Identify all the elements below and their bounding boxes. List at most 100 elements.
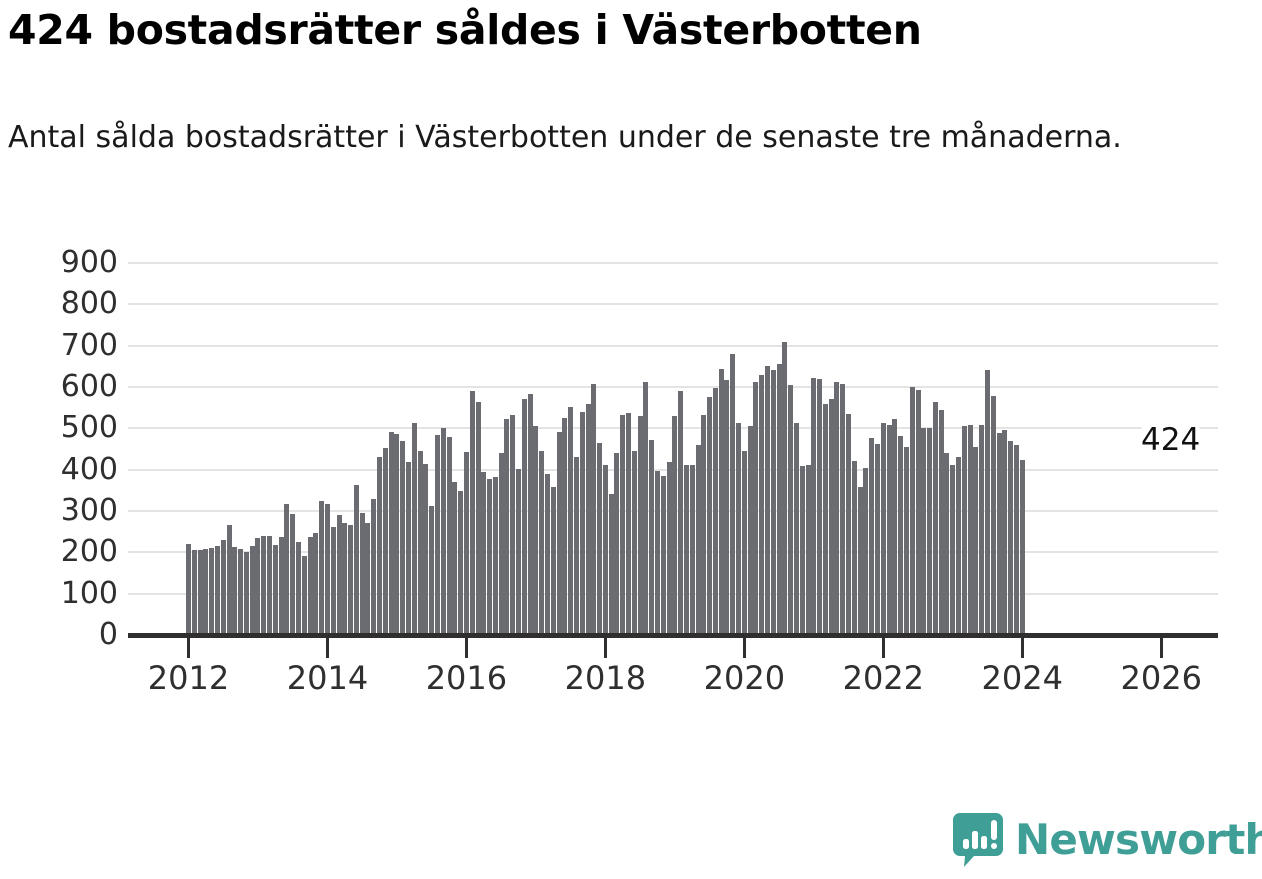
bar: [406, 462, 412, 635]
bar: [869, 437, 875, 635]
x-axis-tick: [881, 638, 885, 658]
bar: [313, 532, 319, 635]
bar: [765, 366, 770, 635]
gridline: [128, 262, 1218, 264]
bar: [788, 384, 794, 635]
bar: [226, 525, 232, 635]
bar: [284, 503, 290, 635]
bar: [267, 535, 273, 635]
x-axis-baseline: [128, 633, 1218, 638]
bar: [591, 383, 597, 635]
bar: [469, 391, 475, 635]
y-axis-tick-label: 300: [60, 493, 118, 528]
bar: [660, 475, 666, 635]
bar: [301, 556, 307, 635]
bar: [498, 453, 504, 635]
bar: [214, 546, 220, 635]
bar: [851, 461, 857, 635]
bar: [336, 515, 342, 635]
bar: [203, 549, 209, 635]
bar: [805, 464, 811, 635]
bar: [440, 427, 446, 635]
bar: [481, 471, 487, 635]
bar: [243, 552, 249, 635]
x-axis-tick: [603, 638, 607, 658]
bar: [533, 426, 539, 635]
bar: [886, 425, 892, 635]
bar: [544, 473, 550, 635]
bar: [689, 464, 695, 635]
bar: [718, 369, 724, 635]
x-axis-tick-label: 2026: [1120, 659, 1202, 697]
bar: [712, 387, 718, 635]
y-axis-tick-label: 700: [60, 327, 118, 363]
bar: [516, 468, 522, 635]
bar: [602, 464, 608, 635]
bar: [643, 382, 649, 635]
bar: [324, 503, 330, 635]
bar: [608, 493, 614, 635]
bar: [296, 542, 301, 635]
bar: [475, 402, 481, 635]
bar: [620, 414, 626, 635]
bar: [834, 382, 840, 635]
bar: [753, 382, 759, 635]
bar: [840, 383, 846, 635]
x-axis-tick: [187, 638, 190, 658]
bar: [585, 403, 591, 635]
bar: [400, 440, 406, 635]
bar: [857, 487, 863, 635]
bar: [649, 439, 655, 635]
bar: [666, 462, 672, 635]
bar: [979, 425, 985, 635]
bar: [510, 414, 516, 635]
bar: [927, 428, 933, 635]
y-axis-tick-label: 800: [60, 286, 118, 322]
bar: [973, 446, 979, 635]
bar: [249, 546, 255, 635]
newsworthy-bar-chart-speech-bubble-icon: [953, 813, 1003, 867]
bar: [898, 435, 904, 635]
bar: [521, 399, 527, 635]
bar: [822, 404, 828, 635]
bar: [944, 453, 950, 635]
bar: [828, 399, 834, 635]
bar: [261, 535, 267, 635]
bar: [759, 374, 765, 635]
y-axis-tick-label: 400: [60, 451, 118, 487]
y-axis-tick-label: 900: [60, 245, 118, 280]
y-axis-tick-label: 100: [60, 575, 118, 611]
bar: [793, 422, 799, 635]
bar: [562, 418, 568, 635]
bar: [626, 412, 632, 635]
x-axis-tick: [464, 638, 468, 658]
bar: [434, 434, 440, 635]
bar: [811, 377, 817, 635]
bar: [782, 342, 788, 635]
bar: [863, 467, 869, 635]
x-axis-tick: [742, 638, 746, 658]
bar: [330, 526, 336, 635]
bar: [932, 402, 938, 635]
bar: [637, 415, 643, 635]
chart-title: 424 bostadsrätter såldes i Västerbotten: [8, 6, 922, 54]
y-axis-tick-label: 500: [60, 410, 118, 446]
bar: [990, 396, 996, 635]
x-axis-tick-label: 2014: [286, 659, 369, 697]
bar: [741, 451, 747, 635]
x-axis-tick-label: 2024: [981, 659, 1063, 697]
bar: [527, 394, 533, 635]
bar: [342, 523, 348, 635]
bar: [961, 426, 967, 635]
x-axis-tick-label: 2016: [425, 659, 508, 697]
bar: [452, 482, 458, 635]
bar: [487, 478, 493, 635]
bar: [903, 446, 909, 635]
newsworthy-logo: Newsworthy: [952, 812, 1262, 868]
bar: [1002, 430, 1008, 635]
bar: [191, 550, 197, 635]
bar: [319, 500, 325, 635]
x-axis-tick-label: 2018: [564, 659, 647, 697]
bar: [736, 423, 742, 635]
